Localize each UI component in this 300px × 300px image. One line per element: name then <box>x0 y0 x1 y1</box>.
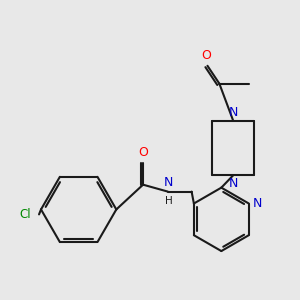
Text: N: N <box>229 106 238 119</box>
Text: O: O <box>138 146 148 159</box>
Text: N: N <box>229 177 238 190</box>
Text: N: N <box>253 197 262 210</box>
Text: Cl: Cl <box>20 208 31 221</box>
Text: O: O <box>202 49 212 62</box>
Text: H: H <box>165 196 173 206</box>
Text: N: N <box>164 176 173 189</box>
